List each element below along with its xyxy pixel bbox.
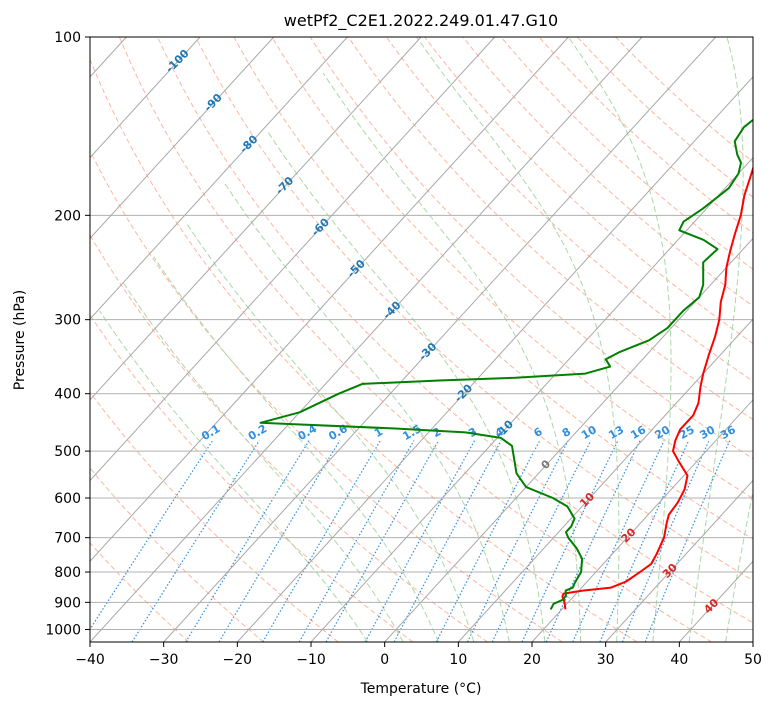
profile-series: [259, 118, 753, 610]
x-tick-label: −10: [296, 652, 326, 668]
isotherm-gridlines: [90, 37, 753, 642]
dry-adiabat: [90, 149, 563, 642]
mixing-ratio-line: [521, 440, 619, 642]
dry-adiabat: [386, 37, 753, 382]
y-tick-label: 900: [54, 595, 81, 611]
moist-adiabat: [222, 180, 510, 642]
isotherm-line: [457, 318, 753, 642]
y-tick-label: 700: [54, 531, 81, 547]
x-tick-label: 30: [597, 652, 615, 668]
dry-adiabat: [90, 314, 414, 642]
dry-adiabat: [233, 37, 753, 540]
moist-adiabat: [416, 37, 620, 642]
mixing-ratio-line: [393, 440, 502, 642]
x-tick-label: −20: [223, 652, 253, 668]
dry-adiabats: [90, 37, 753, 642]
x-tick-label: 0: [380, 652, 389, 668]
isotherm-line: [90, 37, 201, 159]
mixing-ratio-line: [435, 440, 541, 642]
x-tick-label: 50: [744, 652, 762, 668]
dry-adiabat: [347, 37, 753, 421]
mixing-ratio-line: [466, 440, 569, 642]
y-tick-label: 200: [54, 208, 81, 224]
moist-adiabat: [567, 37, 672, 642]
dewpoint-line: [259, 118, 753, 610]
isotherm-line: [236, 76, 753, 642]
isotherm-line: [90, 37, 643, 642]
x-axis-ticks: −40 −30 −20 −10 0 10 20 30 40 50: [75, 642, 762, 668]
mixing-ratio-line: [262, 440, 381, 642]
mixing-ratio-line: [185, 440, 310, 642]
mixing-ratio-line: [90, 440, 214, 631]
isotherm-line: [605, 479, 753, 642]
mixing-ratio-line: [491, 440, 592, 642]
isotherm-line: [90, 37, 275, 240]
dry-adiabat: [90, 58, 638, 642]
moist-adiabat: [185, 221, 475, 642]
chart-title: wetPf2_C2E1.2022.249.01.47.G10: [284, 11, 558, 31]
isotherm-line: [90, 37, 348, 320]
dry-adiabat: [90, 467, 264, 642]
moist-adiabat: [322, 72, 582, 642]
moist-adiabat: [688, 37, 744, 642]
temperature-line: [561, 165, 753, 610]
y-tick-label: 300: [54, 313, 81, 329]
isotherm-line: [310, 156, 753, 642]
y-tick-label: 100: [54, 30, 81, 46]
y-tick-label: 400: [54, 387, 81, 403]
y-axis-label: Pressure (hPa): [12, 290, 28, 390]
x-tick-label: −40: [75, 652, 105, 668]
x-tick-label: 10: [449, 652, 467, 668]
isotherm-line: [384, 237, 753, 642]
mixing-ratio-line: [599, 440, 690, 642]
isotherm-line: [90, 37, 496, 482]
dry-adiabat: [538, 37, 753, 234]
x-tick-label: 40: [670, 652, 688, 668]
isotherm-line: [90, 37, 422, 401]
x-tick-label: 20: [523, 652, 541, 668]
moist-adiabat: [153, 256, 439, 642]
dry-adiabat: [90, 391, 339, 642]
dry-adiabat: [576, 37, 753, 198]
mixing-ratio-line: [298, 440, 415, 642]
moist-adiabat: [99, 310, 369, 642]
dry-adiabat: [195, 37, 753, 582]
isotherm-line: [90, 37, 569, 563]
y-axis-ticks: 100 200 300 400 500 600 700 800 900 1000: [45, 30, 90, 638]
y-tick-label: 1000: [45, 622, 81, 638]
y-tick-label: 500: [54, 444, 81, 460]
mixing-ratio-line: [644, 440, 731, 642]
dry-adiabat: [157, 37, 753, 624]
y-tick-label: 600: [54, 491, 81, 507]
isotherm-line: [163, 37, 717, 642]
y-tick-label: 800: [54, 565, 81, 581]
dry-adiabat: [615, 37, 753, 163]
dry-adiabat: [462, 37, 753, 307]
x-tick-label: −30: [149, 652, 179, 668]
x-axis-label: Temperature (°C): [360, 681, 482, 697]
mixing-ratio-line: [218, 440, 341, 642]
dry-adiabat: [118, 37, 712, 642]
mixing-ratio-line: [131, 440, 260, 642]
isotherm-line: [531, 399, 753, 642]
plot-frame: [89, 36, 754, 643]
